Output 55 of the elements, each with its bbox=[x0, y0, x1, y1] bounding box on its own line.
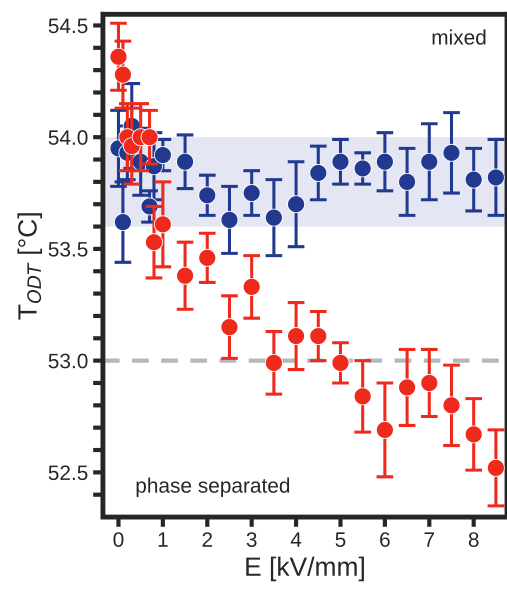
point bbox=[264, 354, 283, 372]
x-tick-label: 8 bbox=[468, 532, 479, 547]
point bbox=[242, 184, 261, 202]
point bbox=[145, 233, 163, 252]
y-tick-label: 54.0 bbox=[48, 130, 88, 145]
point bbox=[220, 318, 238, 336]
point bbox=[354, 160, 372, 178]
point bbox=[114, 213, 132, 232]
point bbox=[220, 210, 238, 229]
x-tick-label: 0 bbox=[113, 532, 124, 547]
point bbox=[309, 327, 328, 345]
x-tick-label: 6 bbox=[380, 532, 390, 547]
point bbox=[264, 208, 283, 227]
y-tick-label: 53.0 bbox=[48, 354, 88, 368]
point bbox=[420, 374, 438, 392]
point bbox=[442, 144, 460, 162]
point bbox=[376, 420, 394, 439]
point bbox=[154, 215, 172, 234]
y-tick-label: 54.5 bbox=[48, 18, 88, 34]
x-axis-title: E [kV/mm] bbox=[246, 556, 364, 582]
annotation: phase separated bbox=[136, 478, 290, 497]
y-tick-label: 53.5 bbox=[48, 242, 88, 257]
point bbox=[287, 327, 306, 345]
y-axis-title: T$_{ODT}$ [°C] bbox=[17, 213, 42, 320]
point bbox=[332, 354, 350, 372]
point bbox=[242, 278, 261, 296]
point bbox=[140, 128, 158, 146]
point bbox=[287, 195, 306, 214]
point bbox=[398, 378, 416, 396]
annotation: mixed bbox=[432, 29, 486, 45]
point bbox=[114, 66, 132, 84]
point bbox=[486, 168, 505, 186]
x-tick-label: 7 bbox=[424, 532, 434, 547]
point bbox=[110, 48, 128, 66]
point bbox=[154, 146, 172, 164]
x-tick-label: 1 bbox=[158, 532, 168, 547]
point bbox=[354, 387, 372, 406]
x-tick-label: 2 bbox=[202, 532, 212, 547]
point bbox=[176, 152, 194, 171]
point bbox=[420, 152, 438, 171]
point bbox=[309, 164, 328, 182]
x-tick-label: 4 bbox=[290, 532, 302, 547]
point bbox=[442, 396, 460, 414]
point bbox=[176, 266, 194, 285]
x-tick-label: 5 bbox=[336, 532, 346, 547]
point bbox=[464, 425, 483, 444]
point bbox=[198, 186, 216, 204]
point bbox=[376, 152, 394, 171]
x-tick-label: 3 bbox=[246, 532, 257, 547]
point bbox=[398, 172, 416, 191]
point bbox=[332, 152, 350, 171]
point bbox=[198, 248, 216, 267]
y-tick-label: 52.5 bbox=[48, 465, 88, 480]
point bbox=[464, 170, 483, 189]
point bbox=[486, 458, 505, 477]
